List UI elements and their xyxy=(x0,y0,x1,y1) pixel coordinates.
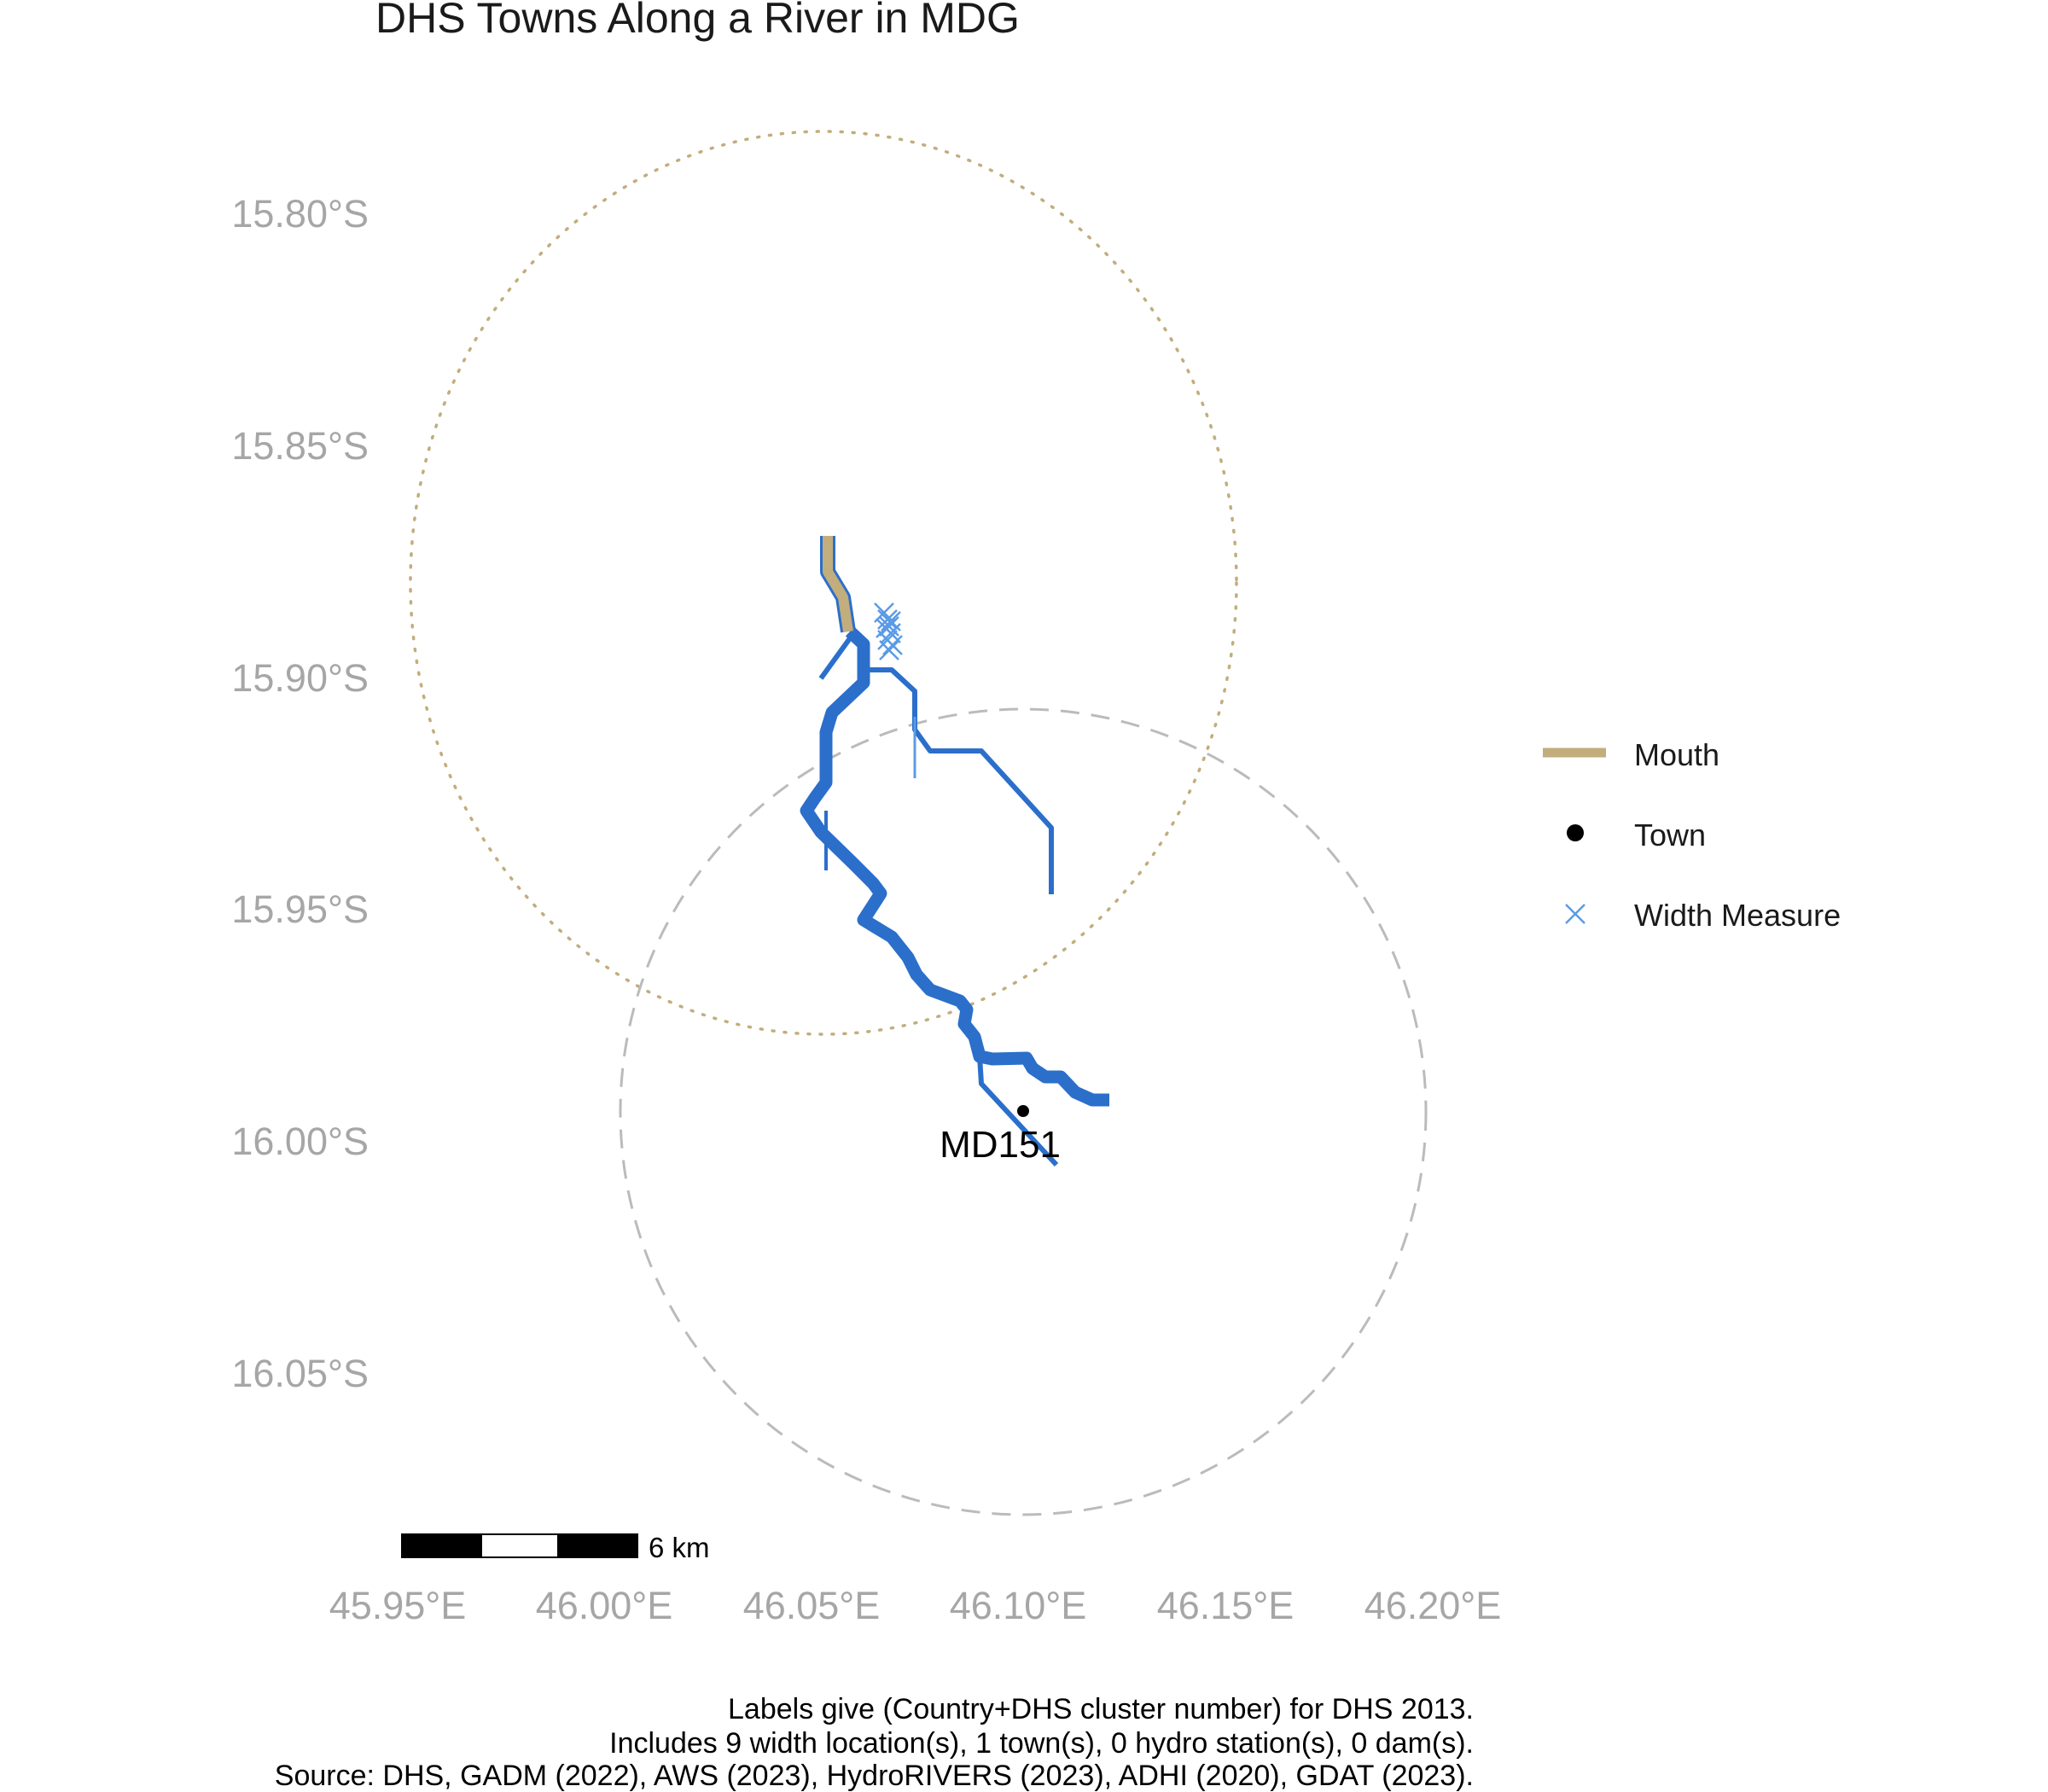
legend: Mouth Town Width Measure xyxy=(1543,737,1841,933)
river-tributary xyxy=(977,1056,1059,1167)
y-tick-label: 15.80°S xyxy=(231,192,369,236)
legend-town-swatch xyxy=(1567,824,1584,841)
y-tick-label: 16.05°S xyxy=(231,1352,369,1395)
town-point xyxy=(1017,1105,1029,1117)
x-tick-label: 46.20°E xyxy=(1364,1584,1502,1627)
width-measure-marker xyxy=(877,609,898,630)
legend-label-width-measure: Width Measure xyxy=(1634,898,1841,933)
scale-bar-label: 6 km xyxy=(649,1532,710,1563)
width-measure-marker xyxy=(882,635,903,655)
caption-line: Labels give (Country+DHS cluster number)… xyxy=(728,1693,1474,1725)
y-tick-label: 15.95°S xyxy=(231,887,369,931)
x-tick-label: 46.00°E xyxy=(536,1584,673,1627)
caption-line: Includes 9 width location(s), 1 town(s),… xyxy=(609,1727,1474,1760)
x-tick-label: 46.10°E xyxy=(950,1584,1087,1627)
caption: Labels give (Country+DHS cluster number)… xyxy=(275,1693,1474,1792)
x-tick-label: 46.15°E xyxy=(1157,1584,1295,1627)
width-measure-markers xyxy=(874,602,903,660)
river-tributary xyxy=(818,637,852,680)
scale-bar-segment xyxy=(557,1534,637,1557)
width-measure-marker xyxy=(881,611,901,631)
river-network xyxy=(800,626,1109,1167)
x-axis-labels: 45.95°E 46.00°E 46.05°E 46.10°E 46.15°E … xyxy=(329,1584,1502,1627)
scale-bar: 6 km xyxy=(401,1532,710,1563)
y-axis-labels: 15.80°S 15.85°S 15.90°S 15.95°S 16.00°S … xyxy=(231,192,369,1395)
x-tick-label: 46.05°E xyxy=(743,1584,881,1627)
main-river-segment xyxy=(800,626,1109,1107)
mouth-buffer-circle xyxy=(409,130,1238,1036)
legend-label-town: Town xyxy=(1634,817,1706,852)
scale-bar-segment xyxy=(402,1534,482,1557)
town-buffer-circle xyxy=(619,707,1428,1516)
legend-label-mouth: Mouth xyxy=(1634,737,1719,772)
width-measure-marker xyxy=(879,640,899,660)
x-tick-label: 45.95°E xyxy=(329,1584,467,1627)
mouth-reach xyxy=(823,536,853,632)
town-label: MD151 xyxy=(940,1124,1061,1166)
map-title: DHS Towns Along a River in MDG xyxy=(375,0,1020,42)
river-tributary xyxy=(864,667,1054,894)
y-tick-label: 15.90°S xyxy=(231,656,369,700)
caption-line: Source: DHS, GADM (2022), AWS (2023), Hy… xyxy=(275,1760,1474,1792)
legend-width-measure-swatch xyxy=(1565,904,1585,924)
y-tick-label: 15.85°S xyxy=(231,424,369,468)
y-tick-label: 16.00°S xyxy=(231,1120,369,1163)
